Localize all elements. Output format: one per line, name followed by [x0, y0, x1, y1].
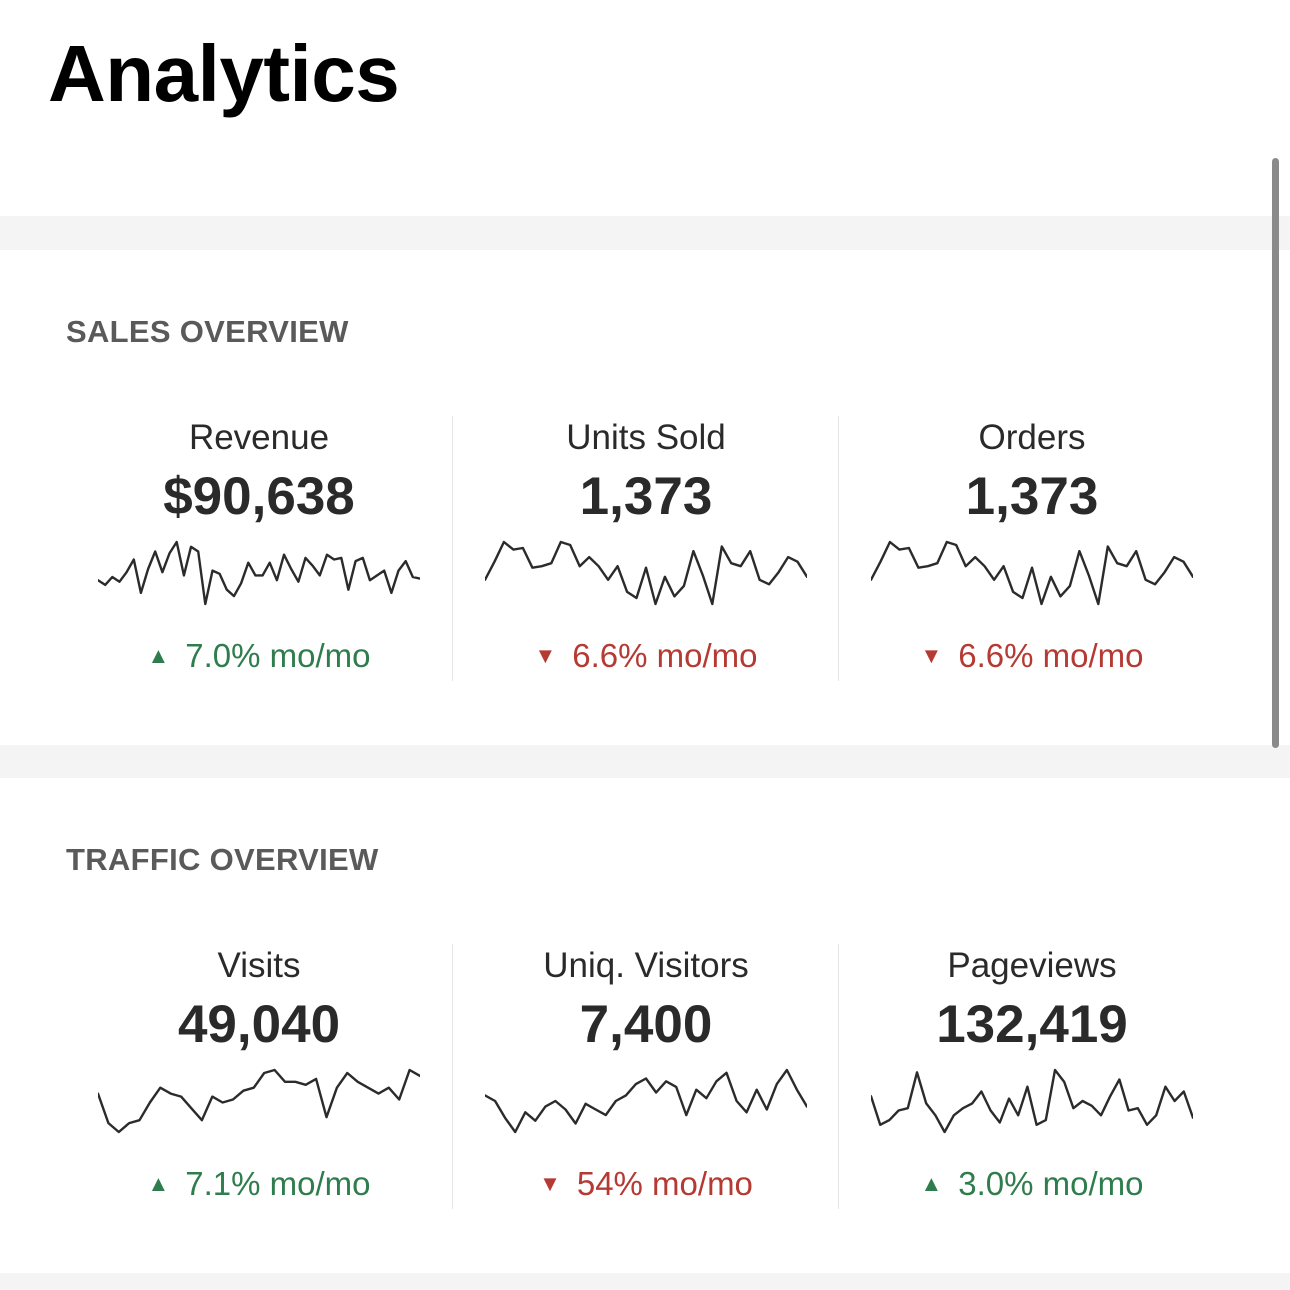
metric-change: ▲ 3.0% mo/mo [839, 1164, 1225, 1204]
metric-change: ▲ 7.0% mo/mo [66, 636, 452, 676]
metric-change: ▲ 7.1% mo/mo [66, 1164, 452, 1204]
scrollbar-thumb[interactable] [1272, 158, 1279, 748]
section-divider [0, 216, 1290, 250]
metric-value: 132,419 [936, 995, 1128, 1054]
sparkline-chart [871, 1068, 1193, 1134]
metric-change: ▼ 6.6% mo/mo [453, 636, 839, 676]
sparkline-chart [98, 1068, 420, 1134]
metric-change-text: 6.6% mo/mo [958, 637, 1144, 674]
sparkline-line [485, 540, 807, 606]
metric-label: Units Sold [566, 418, 726, 457]
triangle-up-icon: ▲ [147, 1171, 170, 1196]
metric-change: ▼ 6.6% mo/mo [839, 636, 1225, 676]
metric-value: 7,400 [579, 995, 713, 1054]
metric-card-visits[interactable]: Visits 49,040 ▲ 7.1% mo/mo [66, 944, 452, 1209]
traffic-overview-section: TRAFFIC OVERVIEW Visits 49,040 ▲ 7.1% mo/… [0, 778, 1268, 1273]
metric-card-orders[interactable]: Orders 1,373 ▼ 6.6% mo/mo [838, 416, 1225, 681]
sparkline-line [98, 540, 420, 606]
metric-label: Visits [217, 946, 301, 985]
metric-label: Orders [978, 418, 1086, 457]
triangle-up-icon: ▲ [920, 1171, 943, 1196]
triangle-down-icon: ▼ [534, 643, 557, 668]
metric-value: $90,638 [163, 467, 355, 526]
metrics-row: Visits 49,040 ▲ 7.1% mo/mo Uniq. Visitors… [66, 944, 1226, 1209]
section-divider [0, 745, 1290, 778]
metric-change-text: 54% mo/mo [576, 1165, 753, 1202]
metric-change-text: 3.0% mo/mo [958, 1165, 1144, 1202]
triangle-up-icon: ▲ [147, 643, 170, 668]
sparkline-chart [98, 540, 420, 606]
metric-label: Uniq. Visitors [543, 946, 749, 985]
metric-card-uniq-visitors[interactable]: Uniq. Visitors 7,400 ▼ 54% mo/mo [452, 944, 839, 1209]
metric-value: 1,373 [579, 467, 713, 526]
metric-label: Revenue [188, 418, 330, 457]
triangle-down-icon: ▼ [920, 643, 943, 668]
sparkline-line [871, 540, 1193, 606]
sparkline-chart [485, 540, 807, 606]
metric-value: 49,040 [177, 995, 341, 1054]
metric-change-text: 6.6% mo/mo [572, 637, 758, 674]
section-title: SALES OVERVIEW [66, 314, 349, 349]
metric-change-text: 7.1% mo/mo [185, 1165, 371, 1202]
metric-value: 1,373 [965, 467, 1099, 526]
sparkline-chart [871, 540, 1193, 606]
metric-label: Pageviews [947, 946, 1117, 985]
sparkline-line [98, 1068, 420, 1134]
metrics-row: Revenue $90,638 ▲ 7.0% mo/mo Units Sold 1… [66, 416, 1226, 681]
section-title: TRAFFIC OVERVIEW [66, 842, 379, 877]
metric-change-text: 7.0% mo/mo [185, 637, 371, 674]
page-title: Analytics [48, 29, 400, 118]
metric-card-pageviews[interactable]: Pageviews 132,419 ▲ 3.0% mo/mo [838, 944, 1225, 1209]
metric-card-units-sold[interactable]: Units Sold 1,373 ▼ 6.6% mo/mo [452, 416, 839, 681]
sparkline-line [485, 1068, 807, 1134]
sparkline-line [871, 1068, 1193, 1134]
section-divider [0, 1273, 1290, 1290]
sales-overview-section: SALES OVERVIEW Revenue $90,638 ▲ 7.0% mo/… [0, 250, 1268, 745]
sparkline-chart [485, 1068, 807, 1134]
triangle-down-icon: ▼ [539, 1171, 561, 1196]
metric-card-revenue[interactable]: Revenue $90,638 ▲ 7.0% mo/mo [66, 416, 452, 681]
metric-change: ▼ 54% mo/mo [453, 1164, 839, 1204]
